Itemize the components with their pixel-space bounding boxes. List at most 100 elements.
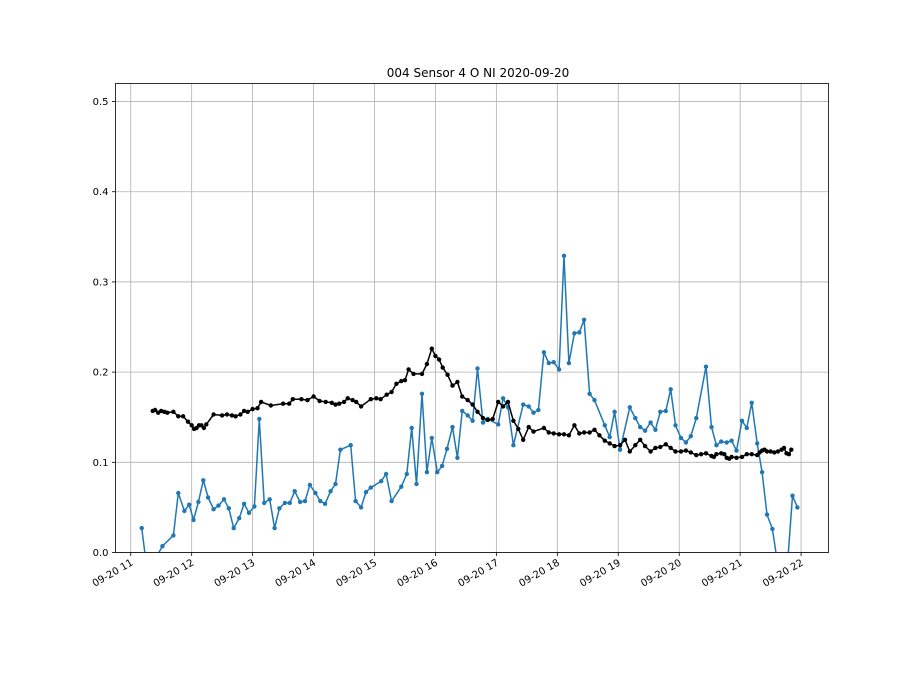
data-point xyxy=(201,425,207,431)
data-point xyxy=(322,501,328,506)
series-1 xyxy=(139,253,800,553)
data-point xyxy=(455,379,460,385)
data-point xyxy=(770,526,775,532)
data-point xyxy=(739,454,745,460)
data-point xyxy=(176,414,181,419)
data-point xyxy=(450,424,455,430)
data-point xyxy=(475,409,480,414)
data-point xyxy=(744,452,749,457)
data-point xyxy=(414,481,419,487)
data-point xyxy=(241,501,247,506)
y-axis: 0.0 0.1 0.2 0.3 0.4 0.5 xyxy=(93,97,116,559)
data-point xyxy=(394,381,399,386)
data-point xyxy=(688,450,693,455)
data-point xyxy=(204,422,209,427)
data-point xyxy=(764,512,770,517)
data-point xyxy=(541,350,547,355)
data-point xyxy=(299,397,304,402)
data-point xyxy=(566,433,572,438)
data-point xyxy=(638,437,643,442)
data-point xyxy=(566,360,572,366)
data-point xyxy=(587,391,592,396)
data-point xyxy=(282,500,288,506)
series-2 xyxy=(150,346,794,461)
data-point xyxy=(358,505,364,510)
data-point xyxy=(250,406,255,412)
data-point xyxy=(229,413,235,418)
data-point xyxy=(318,498,323,504)
data-point xyxy=(536,407,541,413)
data-point xyxy=(703,364,709,369)
data-point xyxy=(290,397,295,402)
data-point xyxy=(617,443,623,448)
data-point xyxy=(475,366,480,371)
y-tick-label: 0.5 xyxy=(93,97,109,108)
data-point xyxy=(627,449,632,454)
data-point xyxy=(465,397,470,403)
data-point xyxy=(152,407,158,413)
data-point xyxy=(729,438,734,443)
data-point xyxy=(561,253,567,258)
data-point xyxy=(399,378,404,384)
data-point xyxy=(678,449,684,454)
data-point xyxy=(224,412,230,417)
data-point xyxy=(445,372,450,377)
data-point xyxy=(165,410,170,415)
data-point xyxy=(201,478,206,483)
data-point xyxy=(348,443,353,448)
data-point xyxy=(409,425,414,431)
data-point xyxy=(658,444,663,450)
data-point xyxy=(572,331,577,336)
data-point xyxy=(196,499,201,505)
data-point xyxy=(460,408,465,414)
data-point xyxy=(440,365,445,370)
data-point xyxy=(176,490,181,496)
data-point xyxy=(191,517,196,523)
series-layer xyxy=(139,253,800,553)
data-point xyxy=(297,499,303,505)
data-point xyxy=(561,432,567,437)
data-point xyxy=(581,430,587,435)
y-tick-label: 0.4 xyxy=(93,187,109,198)
data-point xyxy=(521,402,526,407)
data-point xyxy=(683,440,689,445)
data-point xyxy=(287,500,292,506)
data-point xyxy=(205,495,211,500)
data-point xyxy=(439,463,445,469)
data-point xyxy=(505,399,511,405)
data-point xyxy=(546,360,551,366)
data-point xyxy=(368,485,373,490)
data-point xyxy=(211,507,216,512)
data-point xyxy=(433,353,438,359)
data-point xyxy=(305,397,310,403)
data-point xyxy=(470,402,475,407)
data-point xyxy=(633,415,638,421)
data-point xyxy=(424,361,430,367)
data-point xyxy=(221,497,227,502)
data-point xyxy=(531,429,536,434)
data-point xyxy=(219,413,225,418)
data-point xyxy=(262,500,267,506)
data-point xyxy=(241,408,247,414)
data-point xyxy=(185,419,191,424)
data-point xyxy=(329,400,334,405)
data-point xyxy=(444,446,450,451)
data-point xyxy=(500,404,506,409)
data-point xyxy=(313,490,318,496)
data-point xyxy=(724,440,729,445)
data-point xyxy=(653,427,658,432)
y-tick-label: 0.0 xyxy=(93,548,109,559)
data-point xyxy=(350,397,355,403)
data-point xyxy=(749,452,754,457)
data-point xyxy=(581,317,587,322)
data-point xyxy=(668,445,673,451)
data-point xyxy=(795,505,800,510)
data-point xyxy=(333,481,338,487)
data-point xyxy=(694,452,699,458)
data-point xyxy=(280,401,286,406)
y-tick-label: 0.2 xyxy=(93,368,109,379)
data-point xyxy=(749,400,754,405)
data-point xyxy=(268,403,274,408)
data-point xyxy=(678,435,684,441)
data-point xyxy=(368,397,373,402)
